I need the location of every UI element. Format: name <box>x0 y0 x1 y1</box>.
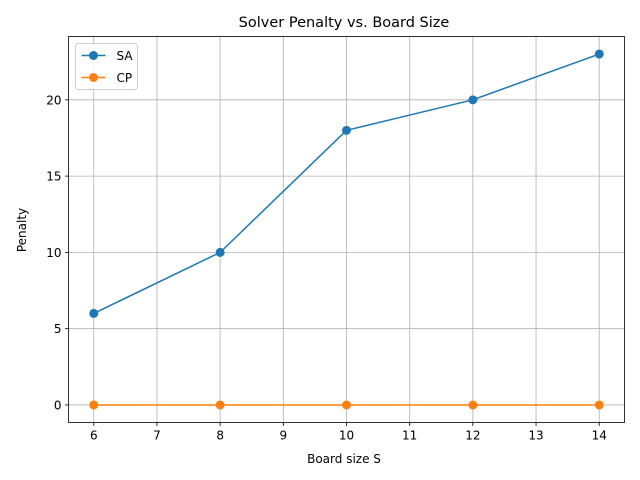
legend-marker-cp <box>89 73 98 82</box>
legend-label-sa: SA <box>117 49 134 63</box>
data-point-sa <box>342 125 351 135</box>
x-tick-label: 8 <box>216 429 224 443</box>
legend-marker-sa <box>89 51 98 60</box>
data-point-cp <box>215 400 225 410</box>
y-tick-label: 15 <box>46 170 61 184</box>
data-point-cp <box>89 400 99 410</box>
data-point-sa <box>594 49 604 59</box>
x-axis-ticks: 6 7 8 9 10 11 12 13 14 <box>90 422 607 443</box>
legend-label-cp: CP <box>117 71 133 85</box>
x-tick-label: 10 <box>339 429 354 443</box>
data-point-cp <box>468 400 478 410</box>
x-tick-label: 6 <box>90 429 98 443</box>
x-tick-label: 13 <box>528 429 543 443</box>
y-axis-label: Penalty <box>15 208 29 252</box>
series-layer <box>89 49 604 410</box>
x-tick-label: 11 <box>402 429 417 443</box>
data-point-sa <box>468 95 478 105</box>
legend: SA CP <box>75 43 138 90</box>
data-point-cp <box>594 400 604 410</box>
y-tick-label: 10 <box>46 246 61 260</box>
y-tick-label: 5 <box>54 322 62 336</box>
y-axis-ticks: 0 5 10 15 20 <box>46 93 69 412</box>
data-point-sa <box>89 308 99 318</box>
chart-title: Solver Penalty vs. Board Size <box>239 15 450 31</box>
x-tick-label: 14 <box>592 429 607 443</box>
x-tick-label: 9 <box>279 429 287 443</box>
x-axis-label: Board size S <box>307 452 381 466</box>
y-tick-label: 0 <box>54 398 62 412</box>
data-point-sa <box>215 247 225 257</box>
y-tick-label: 20 <box>46 93 61 107</box>
x-tick-label: 7 <box>153 429 161 443</box>
x-tick-label: 12 <box>465 429 480 443</box>
data-point-cp <box>342 400 351 410</box>
